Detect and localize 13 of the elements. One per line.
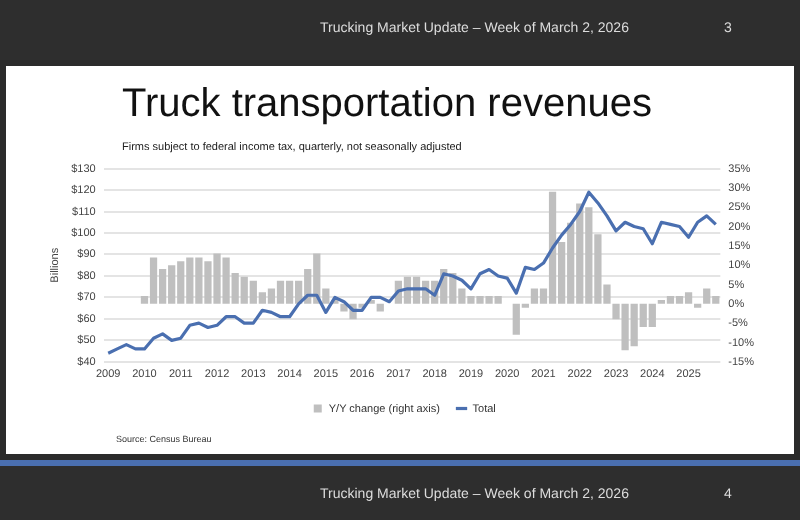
bar [666,296,675,304]
bar [285,280,294,304]
bar [684,292,693,304]
chart-title: Truck transportation revenues [122,82,652,128]
bar [149,257,158,304]
bar [648,303,656,328]
bar [675,296,684,304]
bar [276,280,285,304]
bar [703,288,711,304]
bar [530,288,539,304]
bar [548,191,557,304]
bar [267,288,276,304]
bar [376,303,384,312]
